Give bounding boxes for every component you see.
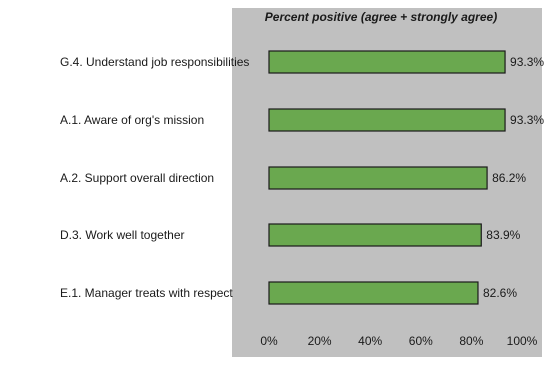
value-label: 93.3% [510,55,544,69]
x-tick-label: 100% [507,334,538,348]
category-label: A.2. Support overall direction [60,171,214,185]
x-tick-label: 0% [260,334,278,348]
category-labels: G.4. Understand job responsibilities A.1.… [60,55,249,300]
bar [268,223,482,247]
x-tick-label: 20% [308,334,332,348]
category-label: E.1. Manager treats with respect [60,286,233,300]
x-tick-label: 80% [459,334,483,348]
category-label: G.4. Understand job responsibilities [60,55,249,69]
x-tick-labels: 0% 20% 40% 60% 80% 100% [260,334,537,348]
bar [268,108,506,132]
x-tick-label: 40% [358,334,382,348]
x-tick-label: 60% [409,334,433,348]
bar [268,50,506,74]
bars [268,50,506,305]
value-label: 82.6% [483,286,517,300]
value-label: 83.9% [486,228,520,242]
category-label: A.1. Aware of org's mission [60,113,204,127]
chart-title: Percent positive (agree + strongly agree… [265,10,497,24]
value-label: 86.2% [492,171,526,185]
value-labels: 93.3% 93.3% 86.2% 83.9% 82.6% [483,55,544,300]
category-label: D.3. Work well together [60,228,185,242]
bar [268,166,488,190]
bar [268,281,479,305]
value-label: 93.3% [510,113,544,127]
